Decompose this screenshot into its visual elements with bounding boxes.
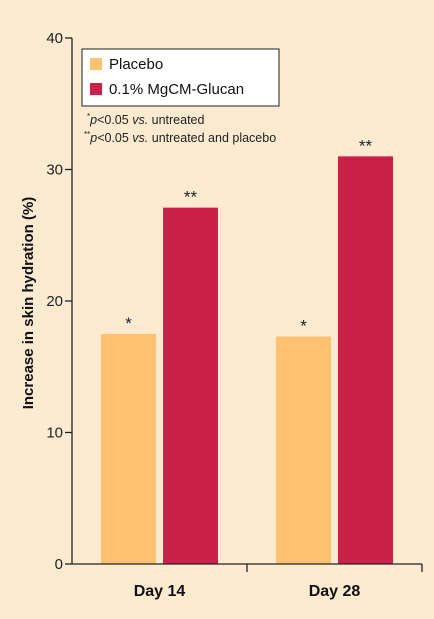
- note-double-star: **p<0.05 vs. untreated and placebo: [84, 130, 276, 145]
- note-2-marker: **: [84, 130, 90, 139]
- note-1-main: <0.05: [97, 113, 132, 127]
- note-1-p: p: [89, 113, 97, 127]
- y-tick-label: 40: [46, 30, 63, 47]
- y-tick-label: 20: [46, 293, 63, 310]
- legend-label-mgcm-glucan: 0.1% MgCM-Glucan: [109, 81, 244, 98]
- note-2-p: p: [89, 131, 97, 145]
- bar-placebo: [276, 336, 331, 564]
- note-1-vs: vs.: [132, 113, 148, 127]
- legend-swatch-placebo: [90, 58, 102, 70]
- y-axis-label: Increase in skin hydration (%): [20, 197, 37, 410]
- y-tick-label: 30: [46, 162, 63, 179]
- annotations-layer: ******: [125, 136, 372, 335]
- note-1-marker: *: [87, 112, 90, 121]
- significance-marker: **: [359, 136, 373, 155]
- note-2-vs: vs.: [132, 131, 148, 145]
- y-tick-label: 10: [46, 425, 63, 442]
- x-ticks-layer: Day 14 Day 28: [134, 564, 423, 600]
- note-2-tail: untreated and placebo: [148, 131, 276, 145]
- legend: Placebo 0.1% MgCM-Glucan: [81, 48, 280, 107]
- note-1-tail: untreated: [148, 113, 204, 127]
- bars-layer: [101, 156, 393, 564]
- legend-label-placebo: Placebo: [109, 56, 163, 73]
- note-single-star: *p<0.05 vs. untreated: [87, 112, 205, 127]
- significance-marker: *: [300, 317, 307, 336]
- x-category-label: Day 14: [134, 583, 186, 600]
- significance-notes: *p<0.05 vs. untreated **p<0.05 vs. untre…: [84, 112, 276, 145]
- significance-marker: **: [184, 188, 198, 207]
- bar-mgcm-glucan: [163, 207, 218, 564]
- bar-mgcm-glucan: [338, 156, 393, 564]
- y-ticks-layer: 0 10 20 30 40: [46, 30, 72, 573]
- significance-marker: *: [125, 314, 132, 333]
- x-category-label: Day 28: [309, 583, 361, 600]
- y-tick-label: 0: [55, 556, 63, 573]
- legend-swatch-mgcm-glucan: [90, 83, 102, 95]
- bar-placebo: [101, 333, 156, 564]
- note-2-main: <0.05: [97, 131, 132, 145]
- legend-box: [81, 48, 280, 107]
